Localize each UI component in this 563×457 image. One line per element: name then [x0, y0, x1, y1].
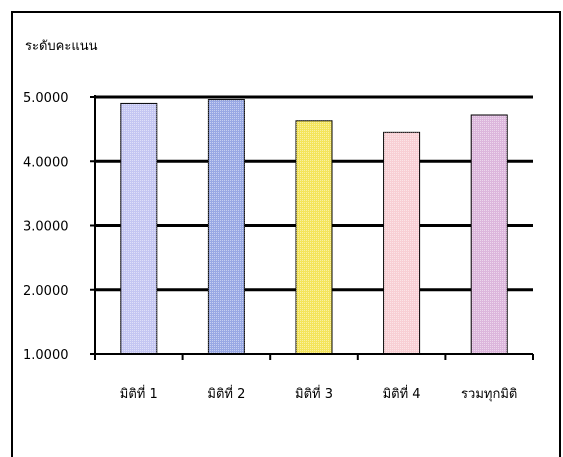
- bar-texture: [296, 120, 332, 355]
- x-tick-label: มิติที่ 4: [383, 385, 421, 402]
- bar-texture: [120, 103, 157, 354]
- x-tick-label: มิติที่ 2: [207, 385, 245, 402]
- bar-texture: [383, 132, 420, 354]
- y-tick-label: 3.0000: [23, 220, 69, 235]
- bar-texture: [208, 99, 245, 354]
- y-tick-label: 4.0000: [23, 155, 69, 170]
- y-tick-label: 1.0000: [23, 348, 69, 363]
- y-tick-labels: 1.0000 2.0000 3.0000 4.0000 5.0000: [23, 91, 69, 363]
- x-tick-labels: มิติที่ 1 มิติที่ 2 มิติที่ 3 มิติที่ 4 รวมท…: [120, 385, 518, 402]
- bar-texture: [471, 114, 508, 355]
- bars: [120, 99, 508, 355]
- y-axis-label: ระดับคะแนน: [25, 39, 98, 54]
- x-tick-label: มิติที่ 1: [120, 385, 158, 402]
- chart-frame: [11, 11, 561, 457]
- x-tick-label: รวมทุกมิติ: [461, 387, 517, 402]
- y-tick-label: 5.0000: [23, 91, 69, 106]
- y-tick-label: 2.0000: [23, 284, 69, 299]
- axes: [94, 95, 534, 360]
- x-tick-label: มิติที่ 3: [295, 385, 333, 402]
